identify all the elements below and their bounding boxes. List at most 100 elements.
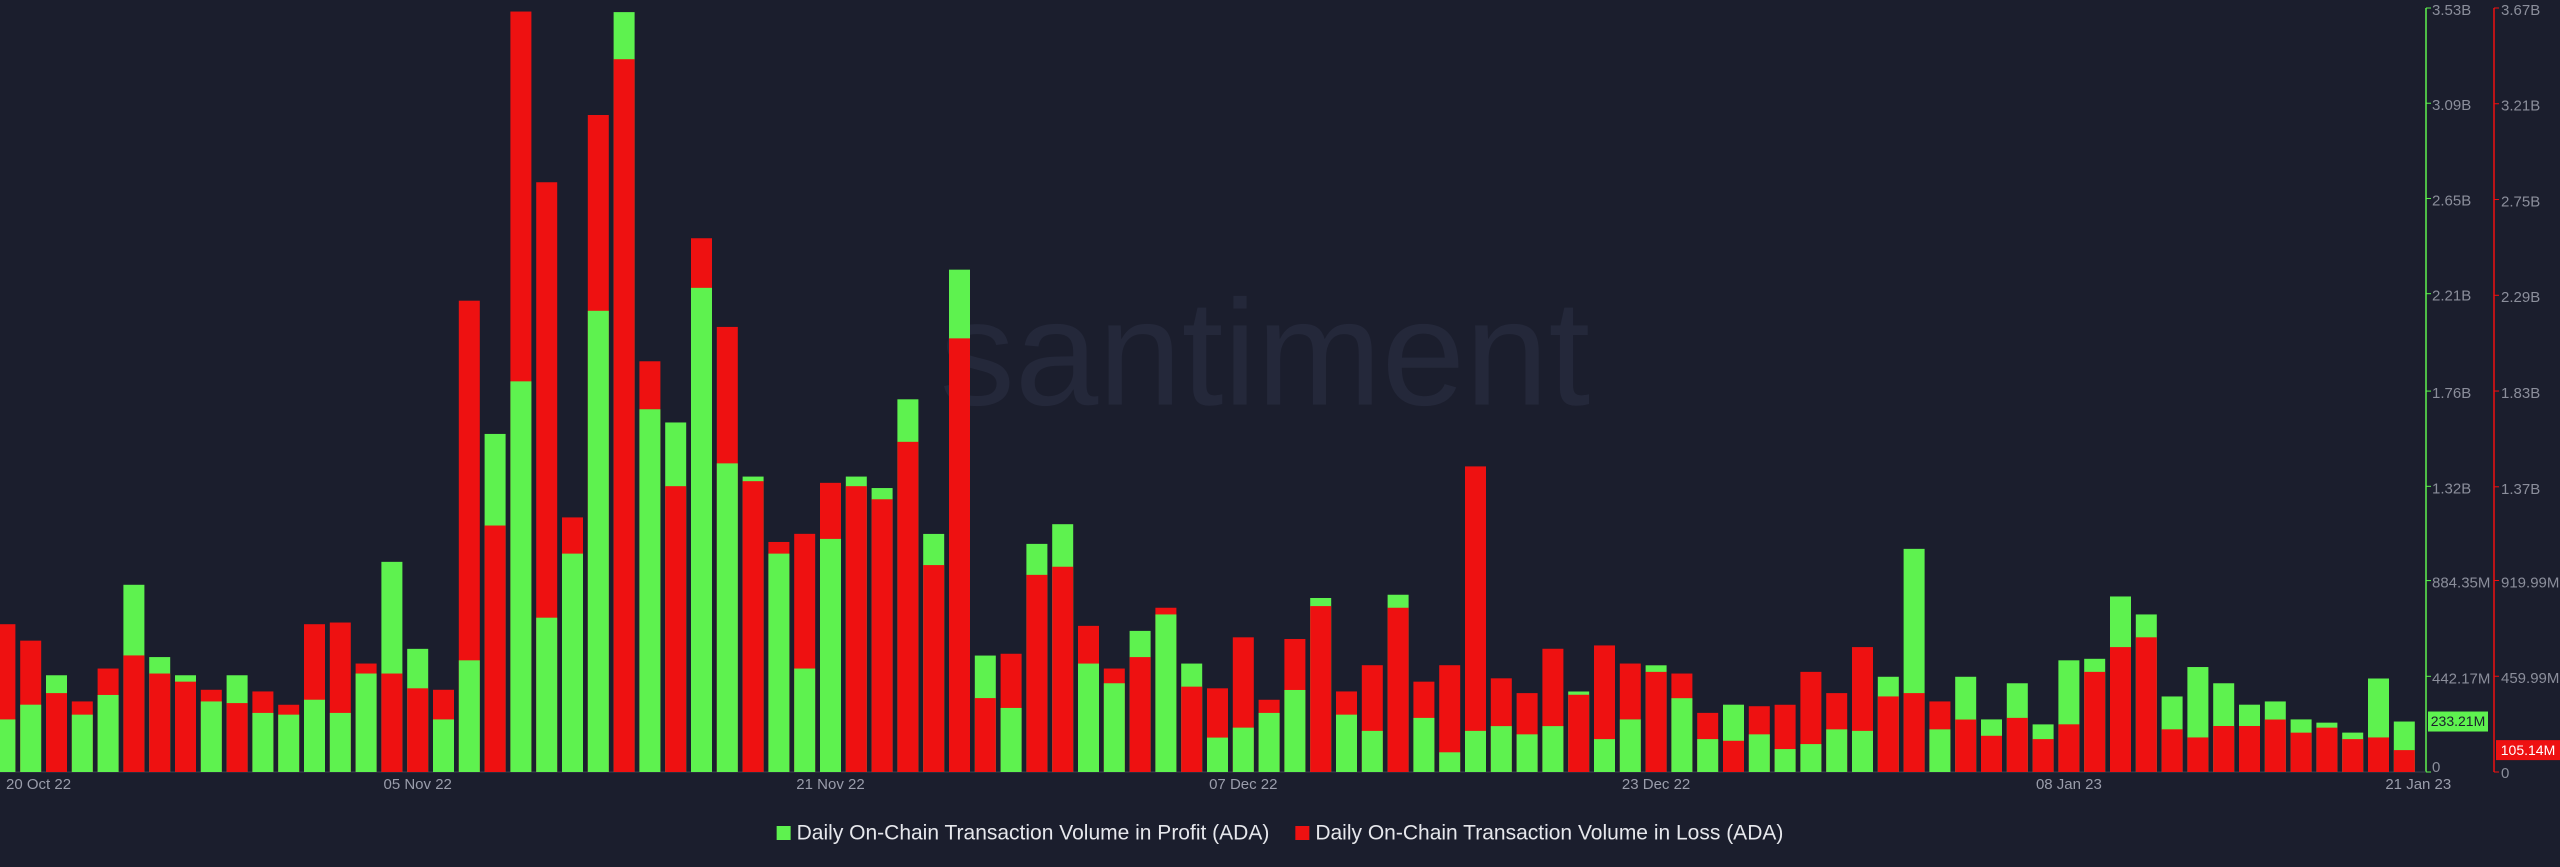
bar [1542, 726, 1564, 772]
bar [1671, 698, 1693, 772]
bar [2316, 727, 2338, 772]
bar [1129, 657, 1151, 772]
x-tick-label: 05 Nov 22 [384, 776, 452, 793]
bar [433, 719, 454, 772]
bar [329, 712, 351, 772]
bar [742, 481, 764, 772]
bar [1310, 606, 1332, 772]
legend-swatch [776, 826, 791, 840]
bar [1336, 714, 1357, 772]
y2-tick-label: 3.67B [2501, 2, 2540, 19]
bar [278, 714, 300, 772]
bar [974, 698, 996, 772]
y-tick-label: 442.17M [2432, 670, 2490, 687]
last-value-badge [2496, 740, 2560, 761]
bar [1284, 689, 1306, 772]
bar [1465, 466, 1486, 772]
y2-tick-label: 0 [2501, 765, 2509, 782]
bar [1052, 566, 1074, 772]
bar [1490, 726, 1512, 772]
bar [1387, 607, 1409, 772]
x-tick-label: 21 Nov 22 [796, 776, 864, 793]
last-value-label: 233.21M [2431, 713, 2485, 729]
legend-label: Daily On-Chain Transaction Volume in Los… [1315, 822, 1783, 845]
bar [1748, 734, 1770, 772]
bar [20, 704, 42, 772]
bar [1181, 686, 1203, 772]
bar [226, 703, 248, 772]
x-tick-label: 23 Dec 22 [1622, 776, 1690, 793]
bar [1103, 683, 1125, 772]
bar [1361, 730, 1383, 772]
bar [355, 673, 377, 772]
bar [458, 300, 480, 772]
x-tick-label: 08 Jan 23 [2036, 776, 2102, 793]
y2-tick-label: 1.37B [2501, 481, 2540, 498]
bar [2135, 637, 2157, 772]
bar [2264, 719, 2286, 772]
x-tick-label: 21 Jan 23 [2385, 776, 2451, 793]
bar [1439, 752, 1461, 772]
bar [1852, 730, 1873, 772]
bar [923, 565, 945, 772]
bar [871, 499, 893, 772]
bar [2084, 671, 2106, 772]
last-value-badge [2428, 711, 2488, 732]
bar [1800, 744, 1822, 772]
bar [510, 381, 532, 772]
bar [1000, 707, 1022, 772]
bar [71, 714, 93, 772]
bar [2213, 725, 2235, 772]
bar [381, 673, 403, 772]
bar [200, 701, 222, 772]
bar [1439, 665, 1461, 772]
bar [407, 688, 429, 772]
bar [2239, 725, 2260, 772]
bar [845, 486, 867, 772]
bar [897, 441, 919, 772]
y-tick-label: 1.76B [2432, 385, 2471, 402]
bar [949, 338, 970, 772]
bar [1955, 719, 1977, 772]
bar [691, 287, 712, 772]
last-value-label: 105.14M [2501, 742, 2555, 758]
bar [613, 59, 635, 773]
bar [2006, 717, 2028, 772]
y2-tick-label: 2.75B [2501, 193, 2540, 210]
bar [1516, 734, 1538, 772]
bar [2187, 737, 2209, 772]
legend-label: Daily On-Chain Transaction Volume in Pro… [797, 822, 1270, 845]
bar [1903, 693, 1925, 772]
bar [1413, 717, 1435, 772]
bar [1026, 574, 1048, 772]
bar [665, 486, 687, 772]
bar [1465, 730, 1486, 772]
y2-tick-label: 919.99M [2501, 574, 2559, 591]
y-tick-label: 3.53B [2432, 2, 2471, 19]
y-tick-label: 2.65B [2432, 192, 2471, 209]
bar [820, 538, 841, 772]
bar [458, 660, 480, 772]
y2-tick-label: 1.83B [2501, 385, 2540, 402]
bar [794, 668, 816, 772]
bar [1774, 749, 1796, 772]
bar [1981, 735, 2002, 772]
watermark: santiment [940, 269, 1590, 437]
bar [149, 673, 171, 772]
bar [97, 694, 119, 772]
bar [1877, 696, 1899, 772]
bar [1929, 729, 1951, 772]
bar [1258, 712, 1280, 772]
bar [1078, 663, 1099, 772]
bar [1723, 740, 1744, 772]
bar [1207, 737, 1228, 772]
y-tick-label: 3.09B [2432, 97, 2471, 114]
bar [46, 693, 67, 772]
x-tick-label: 07 Dec 22 [1209, 776, 1277, 793]
bar [2110, 647, 2131, 772]
bar [587, 310, 609, 772]
bar [1594, 739, 1615, 772]
bar [562, 553, 583, 772]
bar [1826, 729, 1848, 772]
